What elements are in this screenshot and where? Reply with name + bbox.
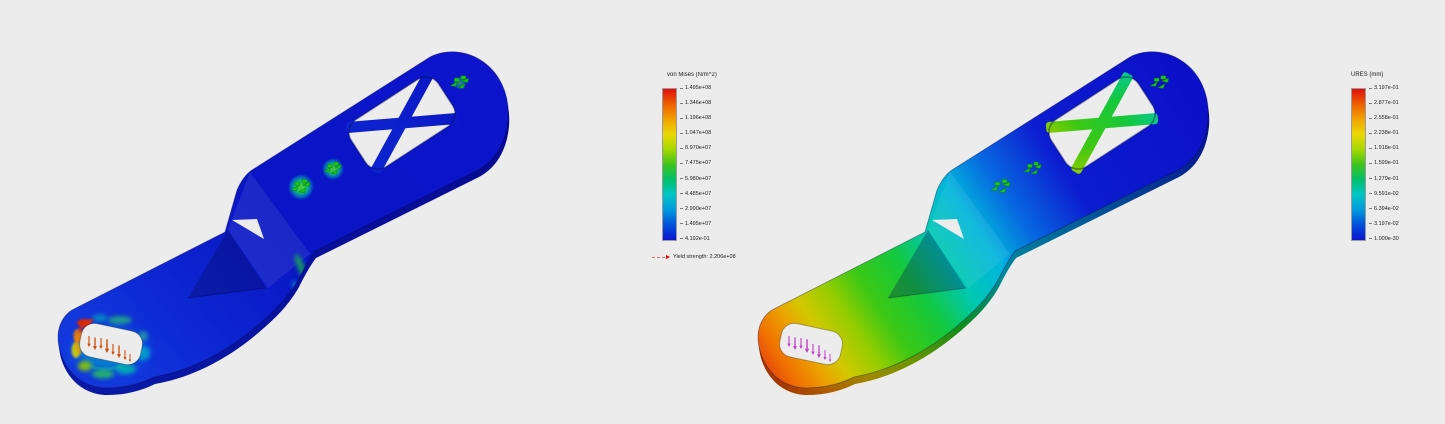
legend-tick-labels: 3.197e-01 2.877e-01 2.558e-01 2.238e-01 …: [1369, 85, 1399, 242]
legend-tick: 4.192e-01: [680, 236, 711, 242]
yield-marker-line: [652, 256, 665, 258]
legend-tick: 9.591e-02: [1369, 191, 1399, 197]
yield-strength-annotation: Yield strength: 2.206e+08: [652, 254, 772, 260]
legend-tick: 6.394e-02: [1369, 206, 1399, 212]
legend-tick: 3.197e-02: [1369, 221, 1399, 227]
legend-colorbar: [1351, 88, 1366, 241]
legend-colorbar: [662, 88, 677, 241]
yield-strength-label: Yield strength: 2.206e+08: [673, 254, 736, 260]
legend-tick-labels: 1.495e+08 1.346e+08 1.196e+08 1.047e+08 …: [680, 85, 711, 242]
legend-tick: 7.475e+07: [680, 160, 711, 166]
ures-legend: URES (mm) 3.197e-01 2.877e-01 2.558e-01 …: [1348, 72, 1445, 245]
yield-marker-arrow-icon: [666, 255, 670, 259]
legend-tick: 2.877e-01: [1369, 100, 1399, 106]
stress-plot-model[interactable]: [58, 52, 509, 395]
displacement-plot-model[interactable]: [758, 52, 1209, 395]
legend-tick: 3.197e-01: [1369, 85, 1399, 91]
legend-tick: 1.495e+07: [680, 221, 711, 227]
legend-tick: 1.918e-01: [1369, 145, 1399, 151]
legend-tick: 2.558e-01: [1369, 115, 1399, 121]
legend-tick: 1.599e-01: [1369, 160, 1399, 166]
legend-tick: 1.346e+08: [680, 100, 711, 106]
legend-tick: 1.196e+08: [680, 115, 711, 121]
legend-tick: 2.238e-01: [1369, 130, 1399, 136]
legend-tick: 2.990e+07: [680, 206, 711, 212]
legend-tick: 5.980e+07: [680, 176, 711, 182]
legend-tick: 4.485e+07: [680, 191, 711, 197]
legend-title: von Mises (N/m^2): [667, 72, 717, 78]
legend-title: URES (mm): [1351, 72, 1384, 78]
legend-tick: 1.000e-30: [1369, 236, 1399, 242]
von-mises-legend: von Mises (N/m^2) 1.495e+08 1.346e+08 1.…: [652, 72, 772, 260]
legend-tick: 1.495e+08: [680, 85, 711, 91]
legend-tick: 8.970e+07: [680, 145, 711, 151]
legend-tick: 1.047e+08: [680, 130, 711, 136]
legend-tick: 1.279e-01: [1369, 176, 1399, 182]
